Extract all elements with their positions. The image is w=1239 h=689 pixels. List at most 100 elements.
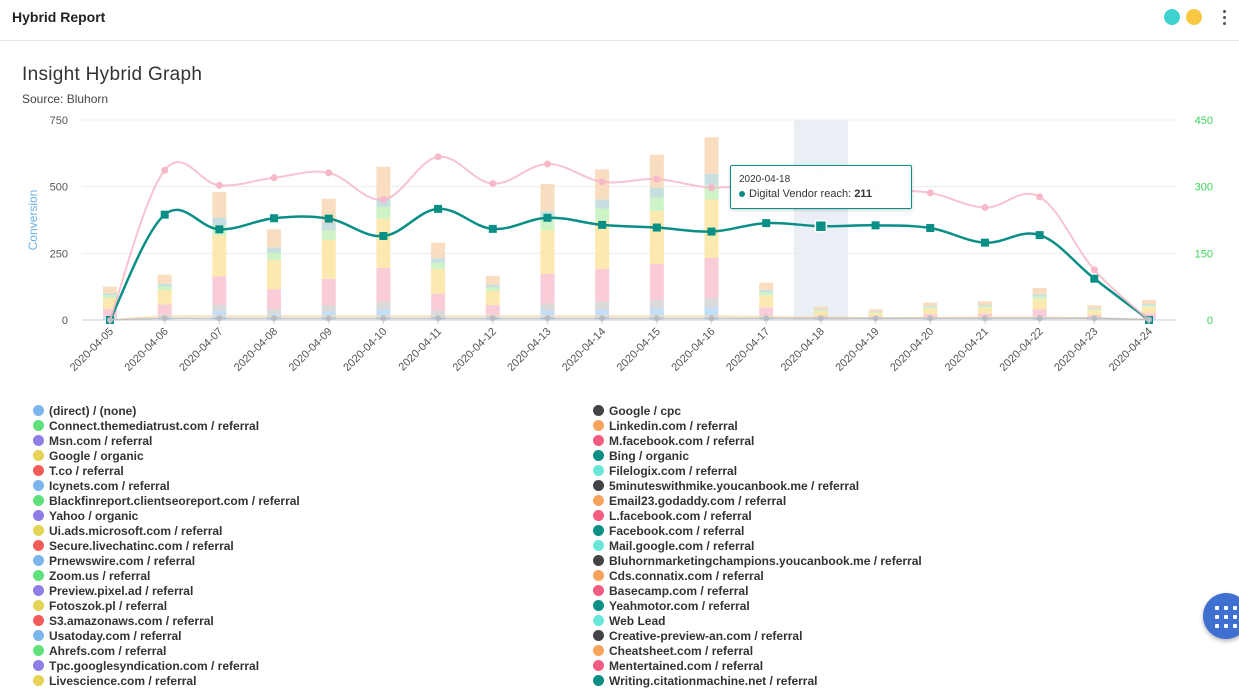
- bar-segment: [212, 276, 227, 305]
- chart-title: Insight Hybrid Graph: [22, 64, 203, 85]
- legend-swatch: [593, 405, 604, 416]
- bar-segment: [540, 184, 555, 212]
- legend-swatch: [593, 480, 604, 491]
- bar-segment: [759, 307, 774, 316]
- series-point: [1035, 231, 1044, 240]
- legend-item[interactable]: Google / cpc: [593, 404, 922, 419]
- legend-item[interactable]: Connect.themediatrust.com / referral: [33, 419, 300, 434]
- legend-item[interactable]: Livescience.com / referral: [33, 674, 300, 689]
- apps-menu-button[interactable]: [1203, 593, 1239, 639]
- legend-item[interactable]: Filelogix.com / referral: [593, 464, 922, 479]
- series-point: [270, 214, 279, 223]
- legend-item[interactable]: Cheatsheet.com / referral: [593, 644, 922, 659]
- legend-item[interactable]: Basecamp.com / referral: [593, 584, 922, 599]
- x-tick-label: 2020-04-23: [1052, 326, 1100, 374]
- legend-label: Connect.themediatrust.com / referral: [49, 419, 260, 433]
- series-line: [108, 207, 1150, 321]
- legend-item[interactable]: 5minuteswithmike.youcanbook.me / referra…: [593, 479, 922, 494]
- legend-item[interactable]: Ahrefs.com / referral: [33, 644, 300, 659]
- legend-item[interactable]: Prnewswire.com / referral: [33, 554, 300, 569]
- status-dot-teal[interactable]: [1164, 9, 1180, 25]
- legend-item[interactable]: Preview.pixel.ad / referral: [33, 584, 300, 599]
- legend-label: Prnewswire.com / referral: [49, 554, 196, 568]
- series-point: [543, 160, 551, 168]
- series-point: [271, 315, 278, 322]
- bar-segment: [595, 301, 610, 310]
- legend-swatch: [33, 510, 44, 521]
- series-point: [489, 315, 496, 322]
- legend-item[interactable]: Bluhornmarketingchampions.youcanbook.me …: [593, 554, 922, 569]
- status-dot-yellow[interactable]: [1186, 9, 1202, 25]
- legend-item[interactable]: Secure.livechatinc.com / referral: [33, 539, 300, 554]
- series-point: [708, 184, 716, 192]
- bar-segment: [267, 289, 282, 310]
- more-options-icon[interactable]: [1214, 7, 1234, 31]
- legend-item[interactable]: Tpc.googlesyndication.com / referral: [33, 659, 300, 674]
- legend-swatch: [33, 615, 44, 626]
- bar-segment: [704, 137, 719, 174]
- series-point: [543, 213, 552, 222]
- legend-label: Fotoszok.pl / referral: [49, 599, 168, 613]
- legend-swatch: [33, 645, 44, 656]
- legend-item[interactable]: Web Lead: [593, 614, 922, 629]
- legend-swatch: [33, 435, 44, 446]
- legend-item[interactable]: Google / organic: [33, 449, 300, 464]
- series-point: [1146, 316, 1152, 323]
- legend-swatch: [33, 630, 44, 641]
- x-tick-label: 2020-04-07: [177, 326, 225, 374]
- legend-item[interactable]: Ui.ads.microsoft.com / referral: [33, 524, 300, 539]
- legend-item[interactable]: S3.amazonaws.com / referral: [33, 614, 300, 629]
- series-point: [325, 315, 332, 322]
- legend-item[interactable]: Cds.connatix.com / referral: [593, 569, 922, 584]
- bar-segment: [485, 284, 500, 288]
- legend-label: Google / organic: [49, 449, 144, 463]
- legend-item[interactable]: Icynets.com / referral: [33, 479, 300, 494]
- bar-segment: [649, 154, 664, 188]
- legend-item[interactable]: Writing.citationmachine.net / referral: [593, 674, 922, 689]
- legend-item[interactable]: Blackfinreport.clientseoreport.com / ref…: [33, 494, 300, 509]
- legend-label: Writing.citationmachine.net / referral: [609, 674, 818, 688]
- bar-segment: [649, 187, 664, 198]
- legend-item[interactable]: L.facebook.com / referral: [593, 509, 922, 524]
- tooltip-label: Digital Vendor reach:: [749, 188, 852, 200]
- series-point: [762, 219, 771, 228]
- legend-item[interactable]: Creative-preview-an.com / referral: [593, 629, 922, 644]
- bar-segment: [267, 260, 282, 290]
- legend-item[interactable]: (direct) / (none): [33, 404, 300, 419]
- bar-segment: [649, 197, 664, 211]
- legend-label: Creative-preview-an.com / referral: [609, 629, 803, 643]
- series-line: [109, 155, 1150, 321]
- tooltip-series-dot: [739, 191, 745, 198]
- x-tick-label: 2020-04-18: [779, 326, 827, 374]
- y-right-tick-label: 0: [1207, 315, 1213, 327]
- legend-item[interactable]: Fotoszok.pl / referral: [33, 599, 300, 614]
- series-point: [707, 227, 716, 236]
- legend-item[interactable]: Mentertained.com / referral: [593, 659, 922, 674]
- legend-item[interactable]: Mail.google.com / referral: [593, 539, 922, 554]
- legend-swatch: [593, 615, 604, 626]
- legend-item[interactable]: Linkedin.com / referral: [593, 419, 922, 434]
- bar-segment: [977, 307, 992, 314]
- legend-item[interactable]: Email23.godaddy.com / referral: [593, 494, 922, 509]
- legend-label: Bluhornmarketingchampions.youcanbook.me …: [609, 554, 922, 568]
- series-point: [215, 225, 224, 234]
- legend-item[interactable]: Yahoo / organic: [33, 509, 300, 524]
- x-tick-label: 2020-04-15: [615, 326, 663, 374]
- legend-swatch: [593, 540, 604, 551]
- legend-swatch: [33, 555, 44, 566]
- legend-item[interactable]: Usatoday.com / referral: [33, 629, 300, 644]
- legend-item[interactable]: M.facebook.com / referral: [593, 434, 922, 449]
- bar-segment: [1032, 298, 1047, 310]
- bar-segment: [704, 257, 719, 299]
- legend-label: L.facebook.com / referral: [609, 509, 752, 523]
- legend-item[interactable]: Yeahmotor.com / referral: [593, 599, 922, 614]
- legend-item[interactable]: Zoom.us / referral: [33, 569, 300, 584]
- legend-item[interactable]: Facebook.com / referral: [593, 524, 922, 539]
- series-point: [708, 315, 715, 322]
- series-point: [599, 315, 606, 322]
- legend-item[interactable]: T.co / referral: [33, 464, 300, 479]
- legend-item[interactable]: Bing / organic: [593, 449, 922, 464]
- series-point: [1090, 274, 1099, 283]
- bar-stack: [376, 166, 391, 320]
- legend-item[interactable]: Msn.com / referral: [33, 434, 300, 449]
